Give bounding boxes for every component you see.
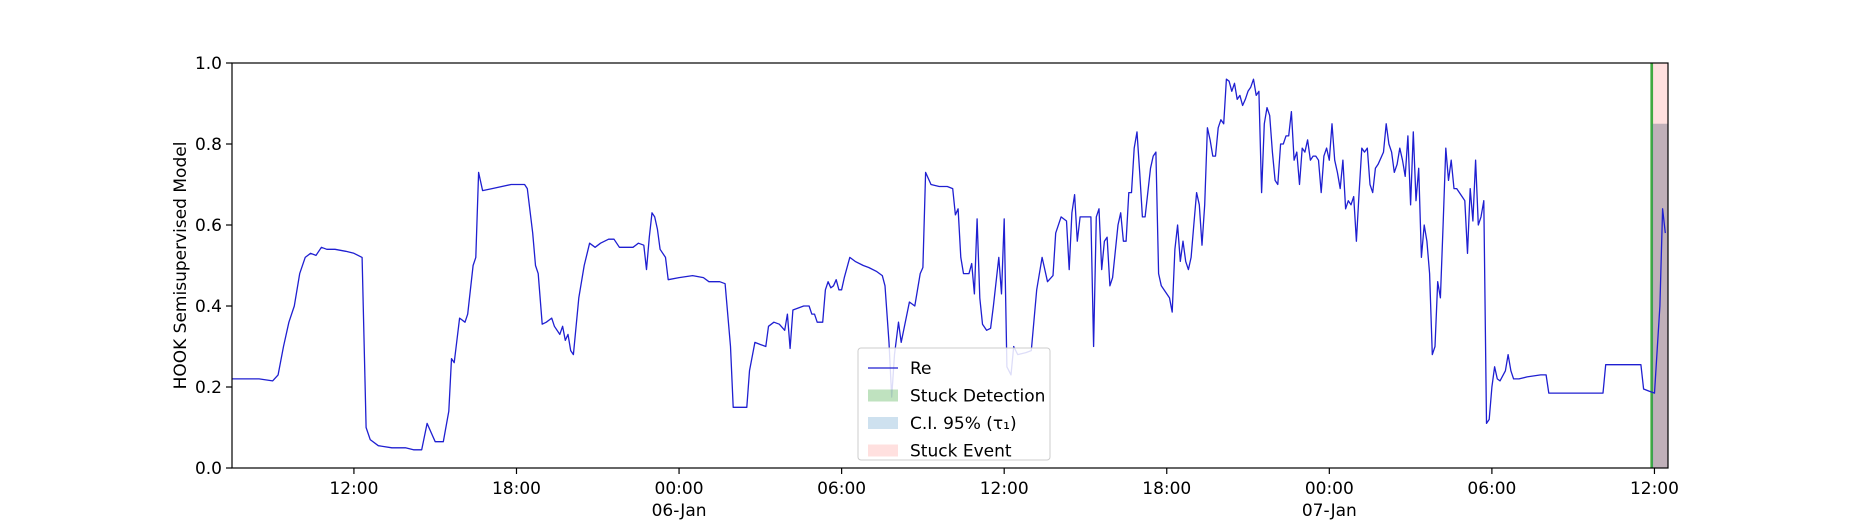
- x-tick-label-0-0: 12:00: [329, 479, 378, 499]
- x-tick-label-6-1: 07-Jan: [1302, 501, 1357, 521]
- x-axis: 12:0018:0000:0006-Jan199906:0012:0018:00…: [329, 468, 1679, 525]
- y-tick-label-1: 0.2: [195, 378, 222, 398]
- bands-layer: [1650, 63, 1668, 468]
- series-line-0: [232, 78, 1666, 451]
- x-tick-label-2-2: 1999: [657, 523, 700, 525]
- plot-frame: [231, 62, 1669, 469]
- legend-label-3: Stuck Event: [910, 442, 1012, 462]
- legend-swatch-1: [868, 389, 898, 402]
- y-tick-label-0: 0.0: [195, 459, 222, 479]
- legend-label-2: C.I. 95% (τ₁): [910, 414, 1017, 434]
- band-0: [1650, 63, 1654, 468]
- x-tick-label-5-0: 18:00: [1142, 479, 1191, 499]
- legend-label-0: Re: [910, 359, 932, 379]
- y-tick-label-4: 0.8: [195, 135, 222, 155]
- x-tick-label-4-0: 12:00: [980, 479, 1029, 499]
- y-axis: 0.0 0.2 0.4 0.6 0.8 1.0: [195, 54, 232, 479]
- y-tick-label-2: 0.4: [195, 297, 222, 317]
- legend-box: [857, 347, 1051, 461]
- x-tick-label-3-0: 06:00: [817, 479, 866, 499]
- x-tick-label-1-0: 18:00: [492, 479, 541, 499]
- y-axis-title: HOOK Semisupervised Model: [171, 142, 191, 390]
- legend-label-1: Stuck Detection: [910, 387, 1045, 407]
- x-tick-label-2-1: 06-Jan: [652, 501, 707, 521]
- y-tick-label-5: 1.0: [195, 54, 222, 74]
- x-tick-label-7-0: 06:00: [1467, 479, 1516, 499]
- series-layer: [232, 78, 1666, 451]
- x-tick-label-6-0: 00:00: [1305, 479, 1354, 499]
- legend-swatch-2: [868, 417, 898, 429]
- y-tick-label-3: 0.6: [195, 216, 222, 236]
- legend: Re Stuck Detection C.I. 95% (τ₁) Stuck Even…: [857, 347, 1051, 462]
- x-tick-label-8-0: 12:00: [1630, 479, 1679, 499]
- legend-swatch-3: [868, 444, 898, 457]
- x-tick-label-2-0: 00:00: [655, 479, 704, 499]
